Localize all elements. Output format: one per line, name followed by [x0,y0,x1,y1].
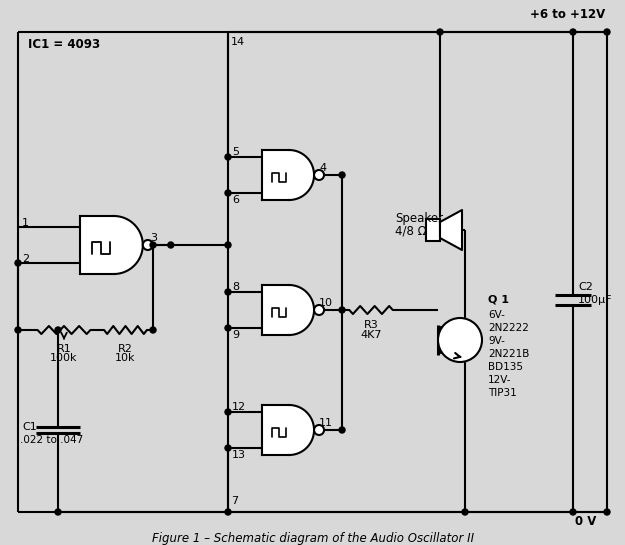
Polygon shape [440,210,462,250]
Text: 6V-: 6V- [488,310,505,320]
Text: 10: 10 [319,298,333,308]
Circle shape [462,509,468,515]
Text: 1: 1 [22,218,29,228]
FancyBboxPatch shape [80,216,114,274]
Text: C1: C1 [22,422,37,432]
Circle shape [55,327,61,333]
Text: 100k: 100k [50,353,78,363]
Text: Figure 1 – Schematic diagram of the Audio Oscillator II: Figure 1 – Schematic diagram of the Audi… [152,532,474,545]
Circle shape [570,29,576,35]
Circle shape [314,425,324,435]
Text: 9V-: 9V- [488,336,505,346]
Circle shape [225,242,231,248]
Text: 0 V: 0 V [575,515,596,528]
Circle shape [604,509,610,515]
Text: 12: 12 [232,402,246,412]
Text: C2: C2 [578,282,593,292]
Circle shape [225,409,231,415]
Circle shape [225,445,231,451]
Circle shape [225,190,231,196]
Circle shape [570,509,576,515]
Circle shape [150,327,156,333]
Circle shape [225,509,231,515]
Text: R1: R1 [57,344,71,354]
Text: 4/8 Ω: 4/8 Ω [395,225,427,238]
Circle shape [15,327,21,333]
Text: +6 to +12V: +6 to +12V [530,8,605,21]
FancyBboxPatch shape [262,405,289,455]
Circle shape [604,29,610,35]
Text: R3: R3 [364,320,378,330]
Text: 13: 13 [232,450,246,460]
Circle shape [339,307,345,313]
Text: 14: 14 [231,37,245,47]
FancyBboxPatch shape [262,285,289,335]
Text: R2: R2 [118,344,133,354]
Text: 2N2222: 2N2222 [488,323,529,333]
Circle shape [339,172,345,178]
Text: IC1 = 4093: IC1 = 4093 [28,38,100,51]
Circle shape [438,318,482,362]
Text: 6: 6 [232,195,239,205]
Text: 8: 8 [232,282,239,292]
Polygon shape [289,285,314,335]
Text: BD135: BD135 [488,362,523,372]
Text: 11: 11 [319,418,333,428]
Circle shape [55,509,61,515]
Text: 2: 2 [22,254,29,264]
Circle shape [437,29,443,35]
Text: 4K7: 4K7 [360,330,382,340]
Text: TIP31: TIP31 [488,388,517,398]
Circle shape [15,260,21,266]
Text: 4: 4 [319,163,326,173]
Polygon shape [289,150,314,200]
Bar [426,219,440,241]
Text: Q 1: Q 1 [488,295,509,305]
Text: 10k: 10k [115,353,136,363]
Text: 12V-: 12V- [488,375,511,385]
Text: 100μF: 100μF [578,295,612,305]
Text: 2N221B: 2N221B [488,349,529,359]
FancyBboxPatch shape [262,150,289,200]
Polygon shape [289,405,314,455]
Circle shape [314,170,324,180]
Circle shape [339,427,345,433]
Circle shape [142,240,152,250]
Circle shape [225,325,231,331]
Text: 5: 5 [232,147,239,157]
Circle shape [225,154,231,160]
Text: .022 to .047: .022 to .047 [20,435,83,445]
Text: 9: 9 [232,330,239,340]
Circle shape [150,242,156,248]
Circle shape [225,289,231,295]
Text: 3: 3 [150,233,157,243]
Text: 7: 7 [231,496,238,506]
Circle shape [168,242,174,248]
Circle shape [314,305,324,315]
Text: Speaker: Speaker [395,212,443,225]
Polygon shape [114,216,142,274]
